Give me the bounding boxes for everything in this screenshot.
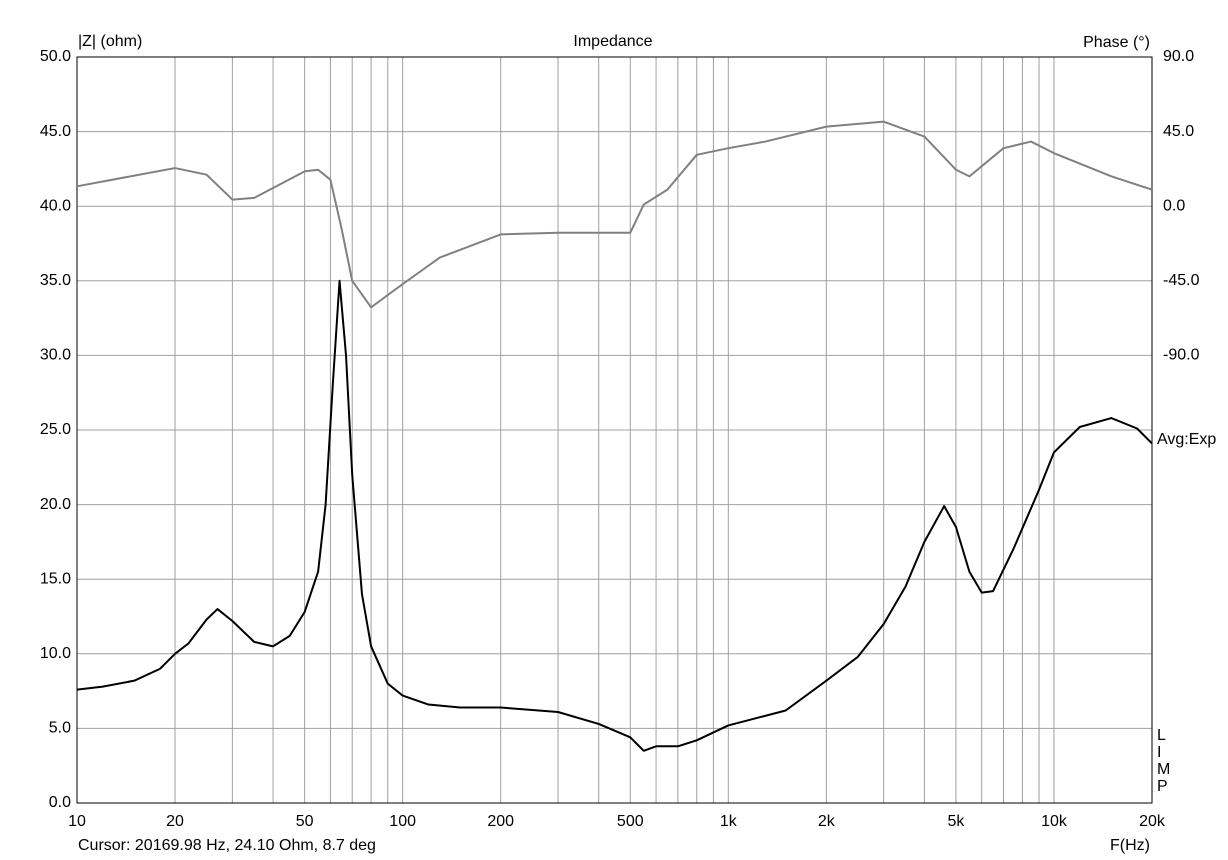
y-tick-label: 50.0 [40, 48, 71, 65]
y2-tick-label: -90.0 [1163, 347, 1200, 364]
y-tick-label: 30.0 [40, 347, 71, 364]
y-tick-label: 25.0 [40, 421, 71, 438]
y2-tick-label: 90.0 [1163, 48, 1194, 65]
y-tick-label: 5.0 [49, 720, 71, 737]
cursor-readout: Cursor: 20169.98 Hz, 24.10 Ohm, 8.7 deg [78, 837, 376, 854]
y2-tick-label: 45.0 [1163, 123, 1194, 140]
x-axis-title: F(Hz) [1110, 837, 1150, 854]
x-tick-label: 10 [68, 813, 86, 830]
y2-tick-label: -45.0 [1163, 272, 1200, 289]
impedance-curve [76, 279, 1153, 752]
y-axis-title: |Z| (ohm) [78, 33, 142, 50]
y-tick-label: 20.0 [40, 496, 71, 513]
x-tick-label: 50 [296, 813, 314, 830]
x-tick-label: 20k [1139, 813, 1166, 830]
y-tick-label: 15.0 [40, 570, 71, 587]
x-tick-label: 5k [947, 813, 965, 830]
y-tick-label: 0.0 [49, 794, 71, 811]
y-tick-label: 45.0 [40, 123, 71, 140]
x-tick-label: 200 [487, 813, 514, 830]
x-tick-label: 20 [166, 813, 184, 830]
chart-title: Impedance [573, 33, 652, 50]
y-tick-label: 40.0 [40, 197, 71, 214]
y-tick-label: 10.0 [40, 645, 71, 662]
plot-frame [76, 56, 1153, 804]
side-label: LIMP [1157, 727, 1171, 795]
x-tick-label: 1k [720, 813, 738, 830]
y2-tick-label: 0.0 [1163, 197, 1185, 214]
y-tick-label: 35.0 [40, 272, 71, 289]
x-tick-label: 10k [1041, 813, 1068, 830]
x-tick-label: 100 [389, 813, 416, 830]
average-label: Avg:Exp [1157, 431, 1216, 448]
y2-axis-title: Phase (°) [1083, 34, 1150, 51]
x-tick-label: 2k [818, 813, 836, 830]
x-tick-label: 500 [617, 813, 644, 830]
phase-curve [76, 120, 1153, 309]
